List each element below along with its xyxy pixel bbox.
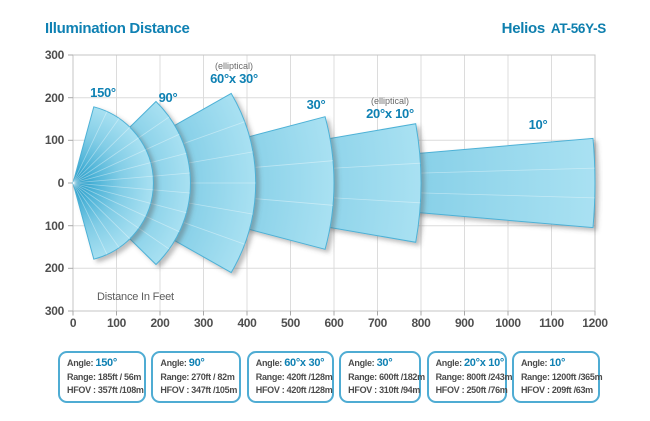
spec-box-10deg: Angle: 10° Range: 1200ft /365m HFOV : 209f… <box>511 351 603 403</box>
spec-angle-line: Angle: 30° <box>348 357 393 369</box>
spec-box-60deg: Angle: 60°x 30° Range: 420ft /128m HFOV : … <box>246 351 334 403</box>
fan-label-60deg: (elliptical) 60°x 30° <box>179 61 289 87</box>
fan-label-10deg: 10° <box>483 117 593 133</box>
spec-box-150deg: Angle: 150° Range: 185ft / 56m HFOV : 357f… <box>58 351 146 403</box>
fan-angle-text: 90° <box>158 90 178 105</box>
beam-fan-chart <box>68 54 596 316</box>
x-tick-label: 0 <box>69 316 77 330</box>
fan-angle-text: 10° <box>528 117 548 132</box>
spec-hfov-line: HFOV : 209ft /63m <box>520 384 593 395</box>
spec-angle-value: 90° <box>188 357 205 369</box>
spec-box-row: Angle: 150° Range: 185ft / 56m HFOV : 357f… <box>58 351 603 403</box>
spec-box-20deg: Angle: 20°x 10° Range: 800ft /243m HFOV : … <box>426 351 513 403</box>
spec-range-line: Range: 185ft / 56m <box>67 372 142 383</box>
x-tick-label: 900 <box>454 316 475 330</box>
x-tick-label: 500 <box>280 316 301 330</box>
brand-header: Helios AT-56Y-S <box>501 20 607 37</box>
x-tick-label: 1000 <box>495 316 521 330</box>
spec-range-line: Range: 600ft /182m <box>348 372 425 383</box>
spec-range-line: Range: 270ft / 82m <box>160 372 235 383</box>
spec-hfov-line: HFOV : 310ft /94m <box>348 384 421 395</box>
x-tick-label: 100 <box>106 316 127 330</box>
fan-angle-text: 150° <box>90 85 116 100</box>
x-tick-label: 800 <box>411 316 431 330</box>
fan-angle-text: 20°x 10° <box>366 106 414 122</box>
y-tick-label: 300 <box>44 304 64 318</box>
y-tick-label: 300 <box>44 48 64 62</box>
spec-angle-value: 20°x 10° <box>463 357 505 369</box>
y-tick-label: 200 <box>44 261 64 276</box>
fan-angle-text: 60°x 30° <box>210 71 258 87</box>
y-tick-label: 200 <box>44 90 64 105</box>
spec-angle-value: 10° <box>549 357 566 369</box>
spec-box-90deg: Angle: 90° Range: 270ft / 82m HFOV : 347ft… <box>151 351 242 403</box>
y-tick-label: 100 <box>44 218 64 233</box>
spec-hfov-line: HFOV : 357ft /108m <box>67 384 144 395</box>
spec-angle-line: Angle: 20°x 10° <box>435 357 505 369</box>
spec-box-30deg: Angle: 30° Range: 600ft /182m HFOV : 310ft… <box>339 351 425 403</box>
page-title: Illumination Distance <box>45 20 190 37</box>
spec-angle-line: Angle: 150° <box>67 357 117 369</box>
spec-angle-line: Angle: 90° <box>160 357 205 369</box>
fan-150deg <box>72 106 154 260</box>
elliptical-note: (elliptical) <box>370 96 409 106</box>
spec-angle-value: 60°x 30° <box>284 357 325 369</box>
elliptical-note: (elliptical) <box>214 61 253 71</box>
x-tick-label: 300 <box>193 316 214 330</box>
spec-range-line: Range: 1200ft /365m <box>520 372 603 383</box>
x-tick-label: 1100 <box>539 316 564 330</box>
brand-name: Helios <box>501 20 546 37</box>
x-tick-label: 1200 <box>582 316 608 330</box>
spec-angle-line: Angle: 10° <box>520 357 566 369</box>
y-tick-label: 0 <box>57 176 65 190</box>
y-tick-label: 100 <box>44 133 64 148</box>
spec-angle-value: 150° <box>95 357 117 369</box>
spec-hfov-line: HFOV : 347ft /105m <box>160 384 238 395</box>
x-axis-title: Distance In Feet <box>97 291 174 303</box>
fan-label-20deg: (elliptical) 20°x 10° <box>335 96 445 122</box>
spec-range-line: Range: 420ft /128m <box>255 372 333 383</box>
spec-angle-value: 30° <box>376 357 393 369</box>
x-tick-label: 600 <box>324 316 344 330</box>
spec-hfov-line: HFOV : 420ft /128m <box>255 384 333 395</box>
model-number: AT-56Y-S <box>550 21 606 36</box>
x-tick-label: 400 <box>237 316 257 330</box>
x-tick-label: 700 <box>367 316 388 330</box>
spec-angle-line: Angle: 60°x 30° <box>255 357 325 369</box>
spec-range-line: Range: 800ft /243m <box>435 372 513 383</box>
x-tick-label: 200 <box>150 316 170 330</box>
fan-label-90deg: 90° <box>113 90 223 106</box>
fan-label-30deg: 30° <box>261 97 371 113</box>
fan-label-150deg: 150° <box>48 85 158 101</box>
fan-angle-text: 30° <box>306 97 326 112</box>
spec-hfov-line: HFOV : 250ft /76m <box>435 384 508 395</box>
